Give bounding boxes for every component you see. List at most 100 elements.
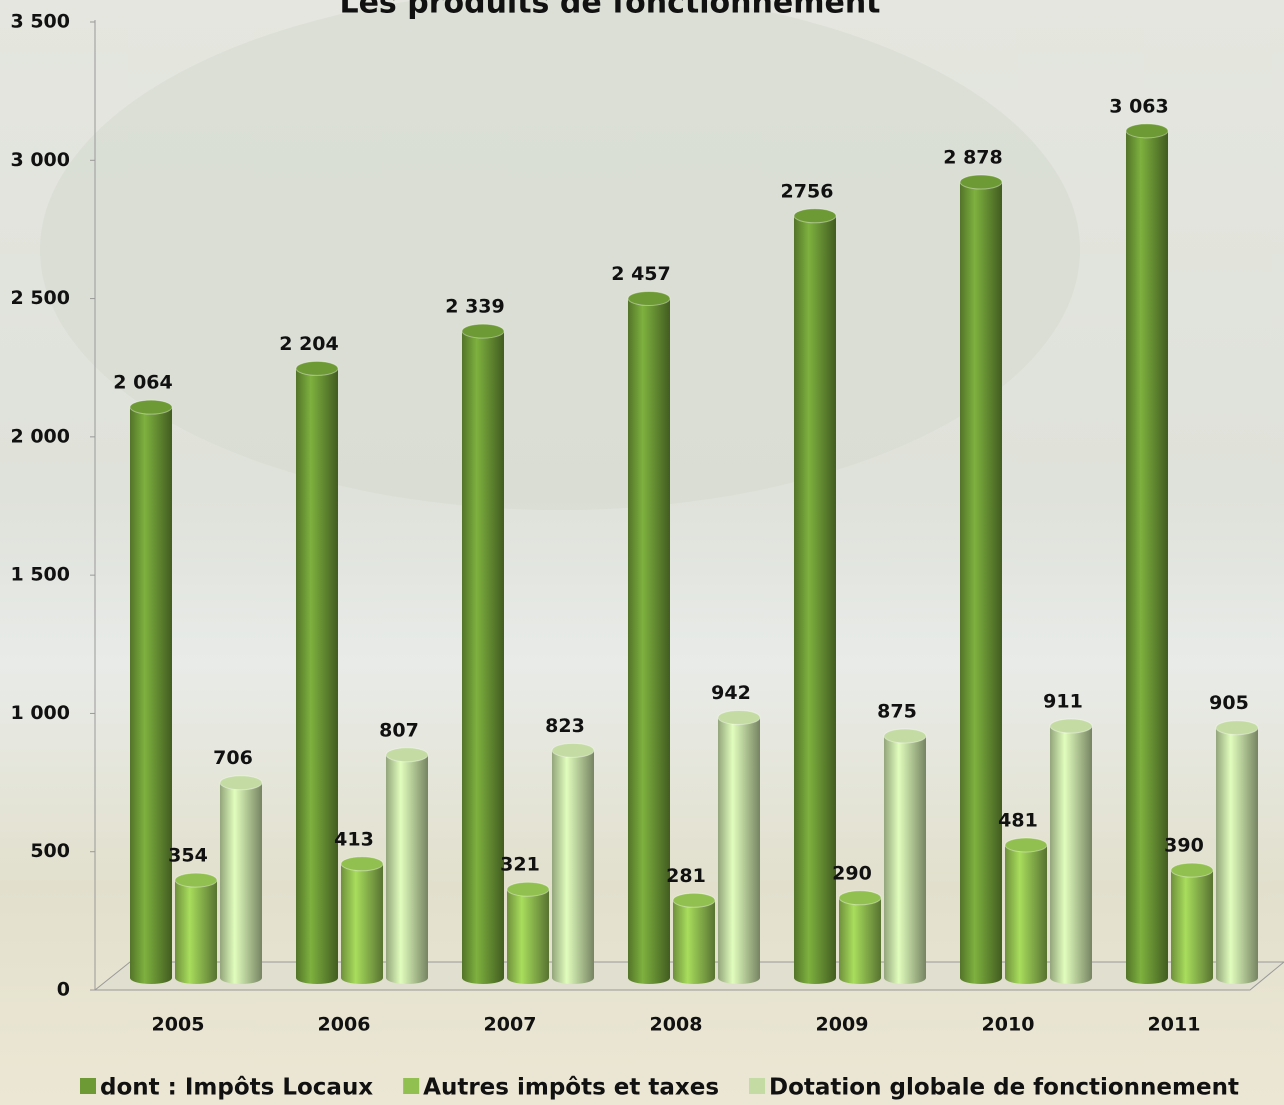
- bar: [386, 754, 428, 978]
- data-label: 706: [213, 747, 253, 769]
- bar: [296, 368, 338, 978]
- bar-top: [295, 360, 339, 376]
- data-label: 807: [379, 719, 419, 741]
- legend-swatch: [403, 1078, 420, 1094]
- bar: [341, 863, 383, 978]
- y-tick-label: 2 500: [11, 287, 71, 309]
- data-label: 2756: [781, 180, 834, 202]
- bar-top: [551, 742, 595, 758]
- bar: [673, 900, 715, 978]
- bar-bottom: [1216, 972, 1258, 984]
- bar-bottom: [1050, 972, 1092, 984]
- bar-top: [461, 323, 505, 339]
- bar-top: [627, 290, 671, 306]
- bar-top: [1049, 718, 1093, 734]
- bar-bottom: [1126, 972, 1168, 984]
- bar: [628, 298, 670, 978]
- bar: [794, 215, 836, 978]
- bar-bottom: [341, 972, 383, 984]
- background-tree: [40, 0, 1080, 510]
- x-tick-label: 2008: [650, 1014, 703, 1036]
- y-tick-label: 0: [57, 979, 70, 1001]
- bar: [839, 897, 881, 978]
- data-label: 2 339: [445, 296, 505, 318]
- data-label: 481: [998, 809, 1038, 831]
- data-label: 390: [1164, 835, 1204, 857]
- bar-top: [506, 881, 550, 897]
- x-tick-label: 2007: [484, 1014, 537, 1036]
- bar: [718, 717, 760, 978]
- bar-bottom: [175, 972, 217, 984]
- bar-bottom: [130, 972, 172, 984]
- data-label: 2 204: [279, 333, 339, 355]
- x-tick-label: 2011: [1148, 1014, 1201, 1036]
- bar-bottom: [960, 972, 1002, 984]
- bar: [960, 182, 1002, 978]
- bar-top: [1004, 837, 1048, 853]
- data-label: 2 064: [113, 372, 173, 394]
- bar-bottom: [507, 972, 549, 984]
- x-tick-label: 2010: [982, 1014, 1035, 1036]
- bar-bottom: [1171, 972, 1213, 984]
- bar: [1216, 727, 1258, 978]
- bar: [175, 880, 217, 978]
- bar-top: [959, 174, 1003, 190]
- bar-top: [174, 872, 218, 888]
- bar-bottom: [220, 972, 262, 984]
- bar-top: [129, 399, 173, 415]
- y-tick-label: 2 000: [11, 425, 71, 447]
- data-label: 3 063: [1109, 95, 1169, 117]
- data-label: 321: [500, 854, 540, 876]
- y-tick-label: 1 000: [11, 702, 71, 724]
- bar: [507, 889, 549, 978]
- bar-bottom: [462, 972, 504, 984]
- bar: [1171, 870, 1213, 978]
- bar-bottom: [718, 972, 760, 984]
- data-label: 354: [168, 845, 208, 867]
- bar: [884, 736, 926, 978]
- x-tick-label: 2009: [816, 1014, 869, 1036]
- bar-bottom: [552, 972, 594, 984]
- bar-bottom: [628, 972, 670, 984]
- data-label: 2 457: [611, 263, 671, 285]
- bar-top: [672, 892, 716, 908]
- y-tick-label: 1 500: [11, 564, 71, 586]
- bar-top: [1215, 720, 1259, 736]
- legend-label: Autres impôts et taxes: [423, 1075, 719, 1101]
- legend-swatch: [749, 1078, 766, 1094]
- bar-bottom: [386, 972, 428, 984]
- bar-bottom: [794, 972, 836, 984]
- bar-top: [717, 709, 761, 725]
- bar-top: [340, 856, 384, 872]
- data-label: 413: [334, 828, 374, 850]
- bar: [1005, 844, 1047, 978]
- bar-bottom: [296, 972, 338, 984]
- bar: [220, 782, 262, 978]
- data-label: 875: [877, 701, 917, 723]
- chart-title: Les produits de fonctionnement: [339, 0, 880, 21]
- bar-top: [1170, 862, 1214, 878]
- bar-bottom: [1005, 972, 1047, 984]
- legend-swatch: [80, 1078, 96, 1094]
- data-label: 942: [711, 682, 751, 704]
- bar-bottom: [673, 972, 715, 984]
- bar-top: [219, 775, 263, 791]
- data-label: 2 878: [943, 147, 1003, 169]
- bar-bottom: [839, 972, 881, 984]
- data-label: 281: [666, 865, 706, 887]
- bar: [1050, 726, 1092, 978]
- bar-top: [883, 728, 927, 744]
- bar-bottom: [884, 972, 926, 984]
- bar-top: [793, 208, 837, 224]
- bar: [552, 750, 594, 978]
- data-label: 905: [1209, 692, 1249, 714]
- x-tick-label: 2006: [318, 1014, 371, 1036]
- bar: [462, 331, 504, 978]
- legend: dont : Impôts Locaux Autres impôts et tax…: [80, 1075, 1239, 1101]
- x-tick-label: 2005: [152, 1014, 205, 1036]
- y-tick-label: 500: [30, 840, 70, 862]
- legend-label: Dotation globale de fonctionnement: [769, 1075, 1239, 1101]
- data-label: 911: [1043, 691, 1083, 713]
- y-tick-label: 3 000: [11, 149, 71, 171]
